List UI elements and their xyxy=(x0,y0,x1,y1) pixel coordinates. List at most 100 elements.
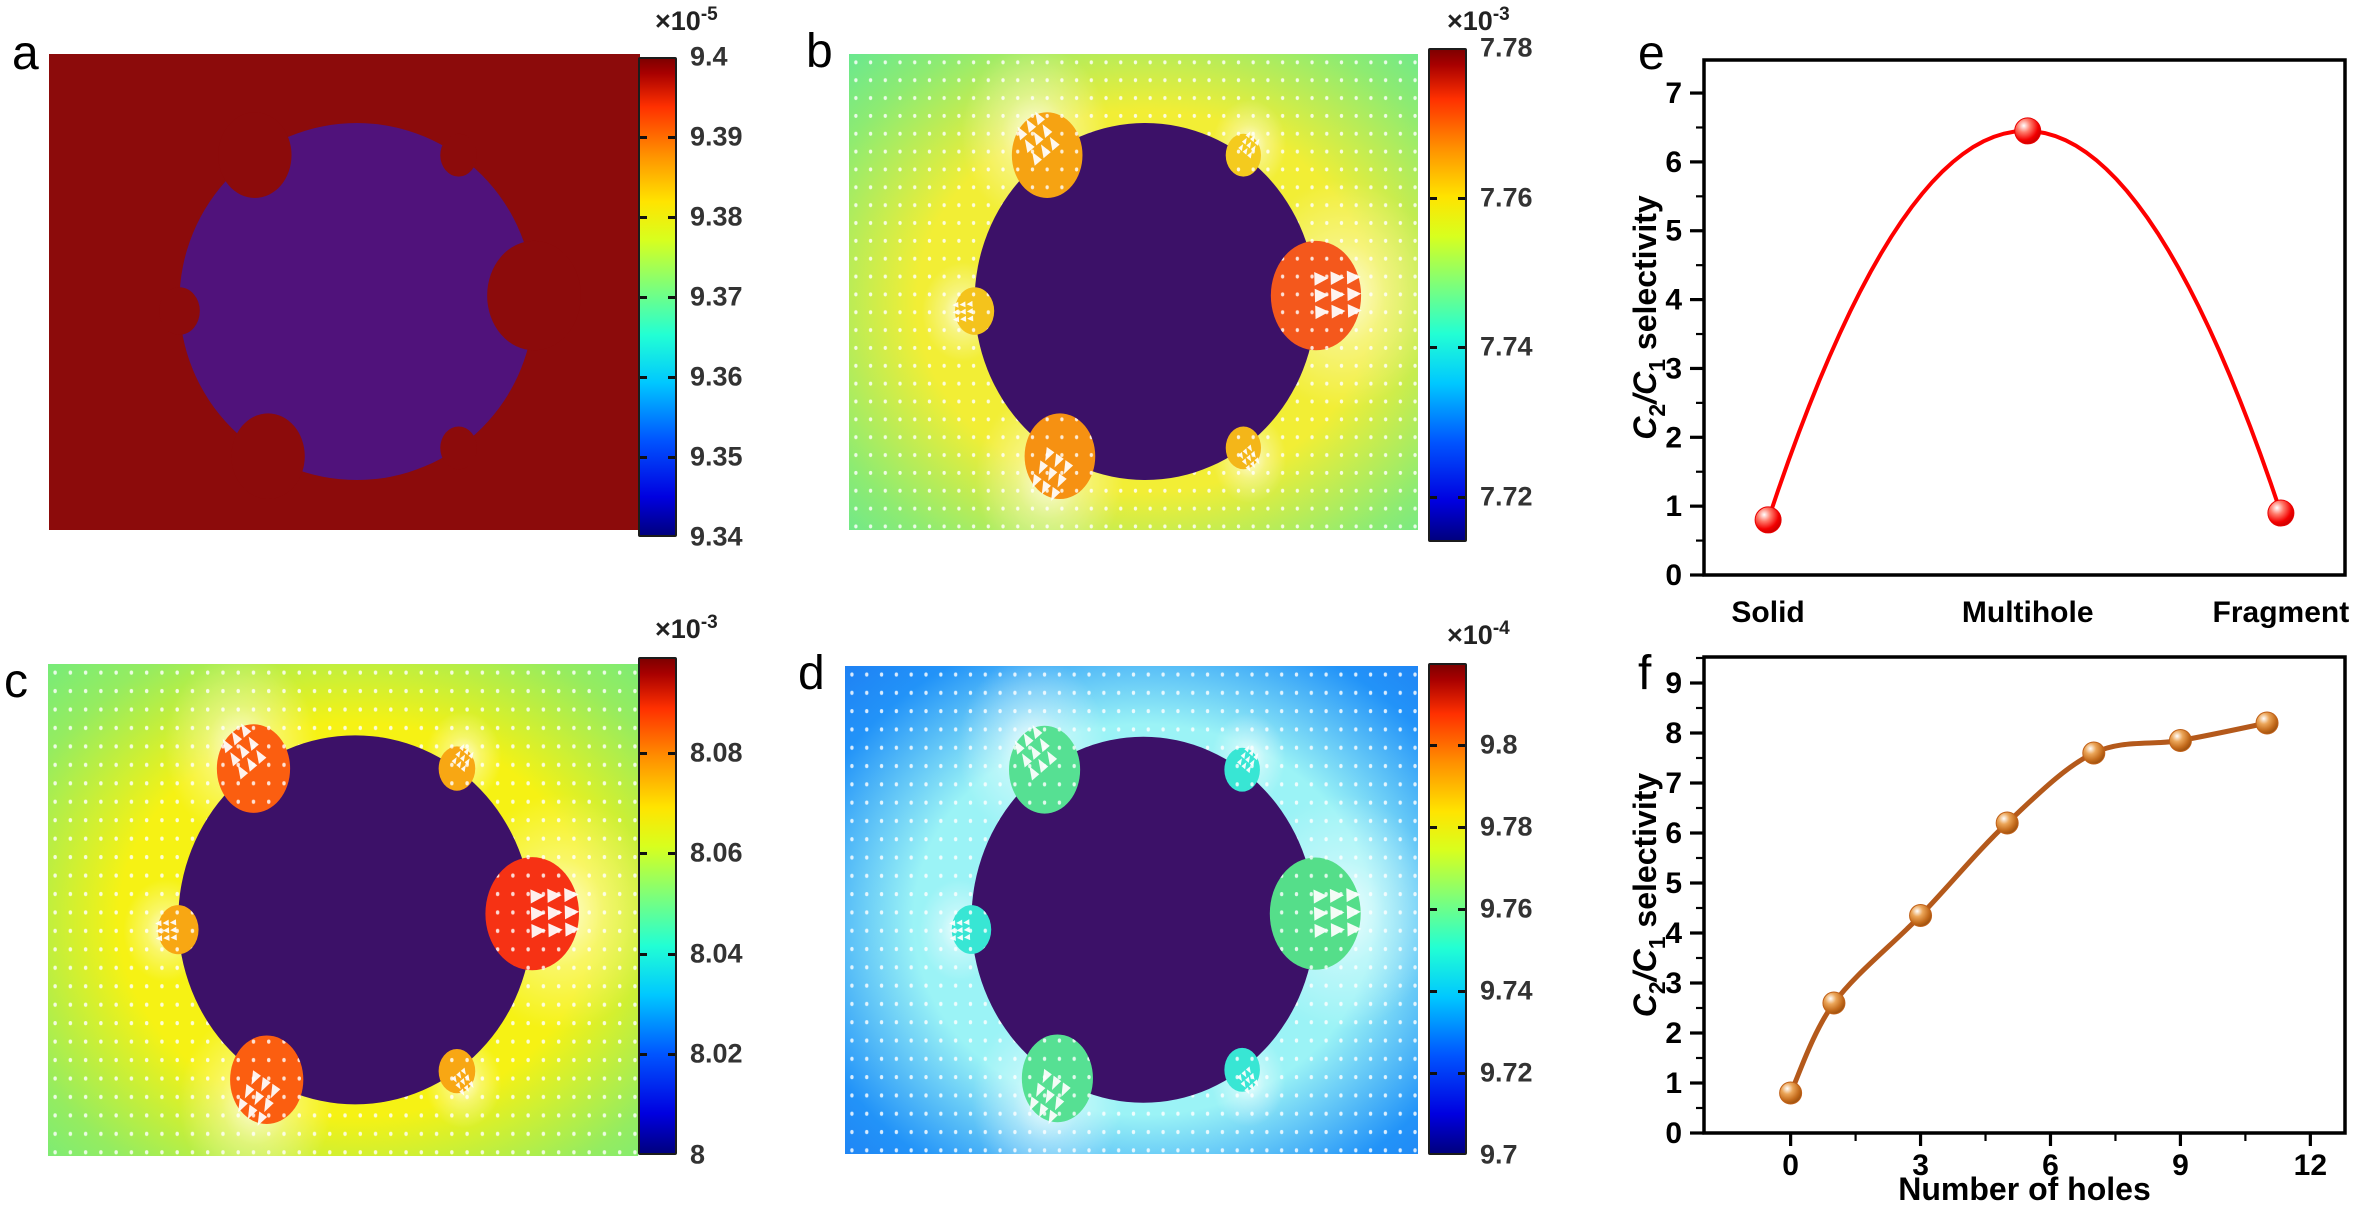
plot-border xyxy=(1702,58,2347,577)
colorbar-tick-mark xyxy=(668,1053,675,1057)
colorbar-tick-mark xyxy=(668,852,675,856)
hole-quiver-dots xyxy=(230,1035,304,1125)
colorbar-tick-mark xyxy=(1430,346,1437,350)
flux-arrows xyxy=(1313,888,1362,938)
colorbar-tick-mark xyxy=(668,376,675,379)
colorbar-tick-label: 7.78 xyxy=(1480,32,1533,63)
hole-quiver-dots xyxy=(157,905,199,955)
colorbar-tick-label: 9.38 xyxy=(690,201,743,232)
scale-base: ×10 xyxy=(655,614,701,644)
colorbar-tick-label: 9.36 xyxy=(690,361,743,392)
colorbar-gradient xyxy=(638,657,677,1155)
y-tick-label: 8 xyxy=(1665,717,1682,750)
colorbar-tick-mark xyxy=(1458,744,1465,747)
colorbar-tick-mark xyxy=(640,296,647,299)
colorbar-tick-mark xyxy=(640,751,647,755)
colorbar-tick-label: 9.72 xyxy=(1480,1057,1533,1088)
colorbar-b: 7.78 7.76 7.74 7.72 xyxy=(1428,33,1533,542)
scale-base: ×10 xyxy=(655,6,701,36)
colorbar-d: 9.8 9.78 9.76 9.74 9.72 9.7 xyxy=(1428,663,1533,1170)
y-tick-label: 2 xyxy=(1665,421,1682,454)
colorbar-tick-mark xyxy=(1430,990,1437,993)
colorbar-tick-mark xyxy=(1430,1072,1437,1075)
y-tick-label: 0 xyxy=(1665,1117,1682,1150)
y-tick-label: 4 xyxy=(1665,917,1682,950)
flux-arrows xyxy=(1238,444,1260,472)
x-category-label: Multihole xyxy=(1962,596,2094,629)
data-point-marker xyxy=(2014,117,2042,145)
simulation-heatmap-c xyxy=(48,664,638,1156)
colorbar-tick-label: 9.8 xyxy=(1480,729,1518,760)
hole-quiver-dots xyxy=(951,905,992,954)
y-tick-label: 0 xyxy=(1665,559,1682,592)
data-point-marker xyxy=(1909,904,1933,927)
colorbar-tick-label: 9.35 xyxy=(690,441,743,472)
flux-arrows xyxy=(949,919,971,942)
data-curve xyxy=(1788,720,2270,1096)
colorbar-b-scale-label: ×10-3 xyxy=(1447,4,1510,37)
data-point-marker xyxy=(1779,1081,1803,1105)
axis-ticks xyxy=(1690,91,1704,577)
y-tick-label: 5 xyxy=(1665,867,1682,900)
y-tick-label: 6 xyxy=(1665,146,1682,179)
y-tick-label: 5 xyxy=(1665,215,1682,248)
colorbar-tick-mark xyxy=(668,456,675,459)
colorbar-tick-mark xyxy=(668,952,675,956)
scale-exponent: -4 xyxy=(1492,618,1510,639)
colorbar-tick-mark xyxy=(640,376,647,379)
colorbar-tick-mark xyxy=(1458,496,1465,500)
flux-arrows xyxy=(222,723,267,780)
x-tick-label: 6 xyxy=(2042,1149,2059,1182)
x-tick-label: 12 xyxy=(2294,1149,2327,1182)
y-axis-label: C2/C1 selectivity xyxy=(1630,773,1670,1018)
y-axis-label: C2/C1 selectivity xyxy=(1630,195,1670,440)
colorbar-tick-label: 9.39 xyxy=(690,121,743,152)
colorbar-tick-label: 8 xyxy=(690,1139,706,1170)
flux-arrows xyxy=(1237,1066,1259,1095)
y-tick-label: 4 xyxy=(1665,284,1682,317)
colorbar-tick-mark xyxy=(1458,196,1465,200)
y-tick-label: 2 xyxy=(1665,1017,1682,1050)
colorbar-tick-mark xyxy=(1430,826,1437,829)
panel-c-letter: c xyxy=(4,655,28,708)
colorbar-tick-label: 9.78 xyxy=(1480,811,1533,842)
colorbar-tick-label: 7.76 xyxy=(1480,182,1533,213)
hole-large-right xyxy=(487,240,581,351)
flux-arrows xyxy=(530,887,580,939)
colorbar-c: 8.08 8.06 8.04 8.02 8 xyxy=(638,657,743,1170)
panel-d-letter: d xyxy=(798,647,825,700)
data-point-marker xyxy=(2267,499,2295,527)
flux-arrows xyxy=(1237,745,1259,774)
colorbar-tick-mark xyxy=(668,216,675,219)
colorbar-tick-label: 8.08 xyxy=(690,737,743,768)
colorbar-a: 9.4 9.39 9.38 9.37 9.36 9.35 9.34 xyxy=(638,42,743,552)
colorbar-tick-mark xyxy=(640,136,647,139)
colorbar-tick-label: 8.04 xyxy=(690,938,743,969)
y-tick-label: 9 xyxy=(1665,667,1682,700)
flux-arrows xyxy=(1017,111,1060,166)
simulation-heatmap-b xyxy=(849,54,1418,530)
y-tick-label: 1 xyxy=(1665,1067,1682,1100)
colorbar-tick-label: 7.74 xyxy=(1480,331,1533,362)
colorbar-tick-label: 8.06 xyxy=(690,837,743,868)
colorbar-tick-mark xyxy=(1430,196,1437,200)
colorbar-tick-label: 9.4 xyxy=(690,41,728,72)
y-tick-label: 7 xyxy=(1665,77,1682,110)
colorbar-tick-mark xyxy=(668,296,675,299)
x-tick-label: 3 xyxy=(1912,1149,1929,1182)
particle-circle xyxy=(974,123,1316,481)
x-category-label: Fragment xyxy=(2213,596,2350,629)
data-point-marker xyxy=(1754,506,1782,534)
colorbar-tick-mark xyxy=(640,952,647,956)
y-tick-label: 1 xyxy=(1665,490,1682,523)
hole-small-1oclock xyxy=(440,133,477,177)
flux-arrows xyxy=(451,744,474,773)
flux-arrows xyxy=(1238,131,1260,159)
data-curve xyxy=(1766,128,2283,522)
hole-small-5oclock xyxy=(440,426,477,470)
panel-b-letter: b xyxy=(806,25,833,78)
colorbar-tick-mark xyxy=(1430,496,1437,500)
y-tick-label: 3 xyxy=(1665,967,1682,1000)
selectivity-vs-structure-chart: 0 1 2 3 4 5 6 7 Solid Multihole Fragment C2/C1 sele… xyxy=(1630,58,2350,629)
